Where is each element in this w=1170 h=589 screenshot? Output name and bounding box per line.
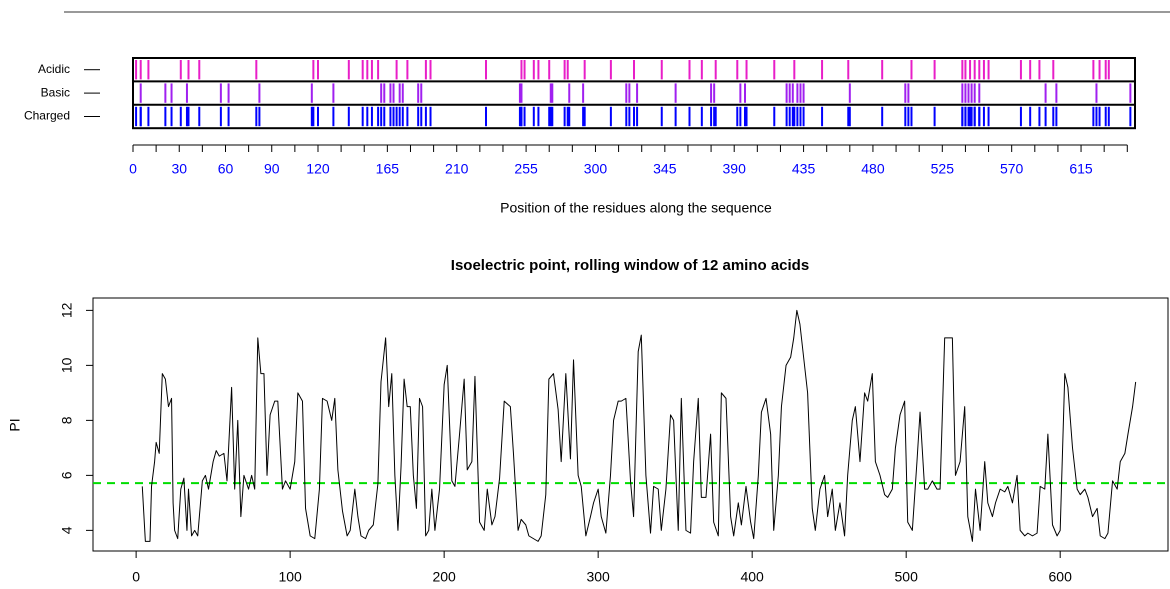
row-label: Basic <box>41 85 70 99</box>
x-tick-label: 200 <box>432 569 456 585</box>
chart-title: Isoelectric point, rolling window of 12 … <box>451 257 809 274</box>
x-tick-label: 30 <box>171 161 187 177</box>
x-tick-label: 255 <box>514 161 538 177</box>
x-tick-label: 120 <box>306 161 330 177</box>
x-tick-label: 165 <box>376 161 400 177</box>
x-tick-label: 390 <box>723 161 747 177</box>
y-tick-label: 4 <box>59 526 75 534</box>
x-tick-label: 60 <box>218 161 234 177</box>
x-axis-label: Position of the residues along the seque… <box>500 200 772 216</box>
y-axis-label: PI <box>7 418 23 431</box>
y-tick-label: 12 <box>59 302 75 318</box>
x-tick-label: 570 <box>1000 161 1024 177</box>
x-tick-label: 500 <box>895 569 919 585</box>
y-tick-label: 8 <box>59 416 75 424</box>
y-tick-label: 10 <box>59 357 75 373</box>
y-tick-label: 6 <box>59 471 75 479</box>
track-frame <box>132 57 1136 130</box>
x-tick-label: 345 <box>653 161 677 177</box>
x-tick-label: 615 <box>1069 161 1093 177</box>
plot-frame <box>92 297 1169 552</box>
x-tick-label: 0 <box>132 569 140 585</box>
x-tick-label: 0 <box>129 161 137 177</box>
x-tick-label: 400 <box>740 569 764 585</box>
x-tick-label: 480 <box>861 161 885 177</box>
x-tick-label: 100 <box>278 569 302 585</box>
x-tick-label: 300 <box>584 161 608 177</box>
x-tick-label: 300 <box>586 569 610 585</box>
x-tick-label: 435 <box>792 161 816 177</box>
row-label: Acidic <box>38 62 70 76</box>
x-tick-label: 525 <box>931 161 955 177</box>
row-label: Charged <box>24 109 70 123</box>
pi-line <box>141 309 1137 542</box>
x-tick-label: 600 <box>1049 569 1073 585</box>
x-tick-label: 210 <box>445 161 469 177</box>
x-tick-label: 90 <box>264 161 280 177</box>
